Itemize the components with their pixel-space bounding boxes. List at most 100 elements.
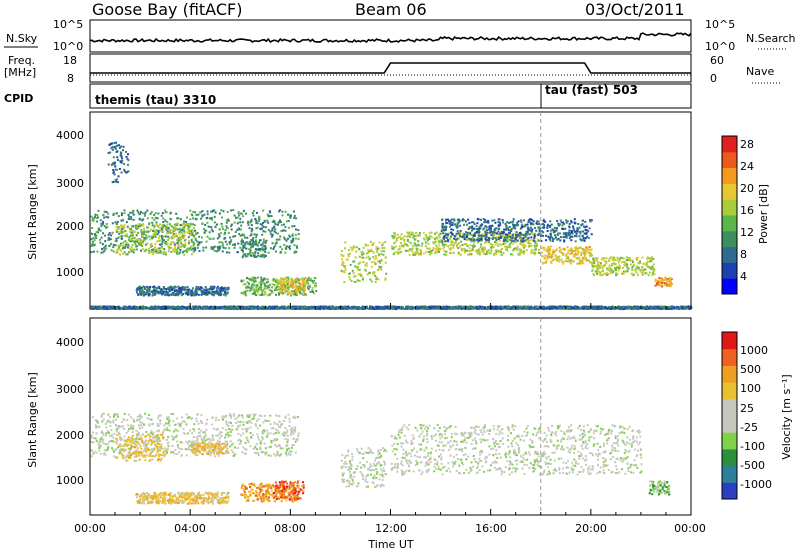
power-data-cell-2-32 [114,145,117,148]
power-data-cell-4-312 [213,292,216,295]
power-data-cell-9-82 [564,227,567,230]
power-data-cell-0-718 [249,234,252,237]
power-data-cell-9-317 [488,227,491,230]
power-data-cell-8-231 [506,247,509,250]
power-data-cell-9-378 [545,239,547,242]
power-data-cell-5-113 [262,281,265,284]
power-data-cell-9-344 [481,223,483,226]
power-data-cell-0-327 [208,237,211,240]
power-data-cell-11-82 [632,265,635,267]
power-data-cell-8-464 [443,253,446,256]
power-data-cell-11-167 [640,268,643,271]
power-data-cell-10-2 [557,258,560,261]
power-data-cell-1-90 [139,244,142,247]
power-data-cell-9-470 [549,239,552,242]
power-data-cell-9-506 [520,225,523,228]
power-data-cell-5-163 [276,283,279,285]
power-data-cell-9-473 [476,218,479,221]
power-data-cell-0-699 [276,223,279,226]
power-data-cell-1-148 [181,223,184,226]
power-data-cell-0-504 [90,243,93,246]
power-data-cell-4-256 [184,288,187,291]
power-data-cell-1-1 [122,230,125,233]
power-data-cell-8-420 [454,241,457,244]
power-data-cell-1-119 [146,236,149,239]
power-data-cell-13-484 [649,305,652,308]
power-data-cell-3-84 [264,254,267,257]
power-data-cell-9-383 [586,235,589,238]
power-data-cell-5-200 [300,289,303,292]
power-data-cell-4-202 [164,287,167,290]
power-data-cell-9-206 [559,236,562,239]
power-data-cell-4-206 [156,291,159,294]
power-data-cell-9-254 [571,232,574,235]
power-data-cell-13-939 [660,305,663,308]
power-data-cell-9-199 [563,239,566,242]
power-data-cell-11-58 [626,270,629,273]
power-data-cell-8-522 [444,232,447,235]
power-data-cell-9-79 [517,224,519,227]
power-data-cell-0-535 [279,209,281,212]
power-data-cell-1-61 [154,249,157,252]
power-data-cell-11-155 [628,258,631,261]
power-data-cell-8-97 [457,247,460,249]
power-data-cell-0-209 [279,219,281,222]
power-data-cell-9-303 [538,228,541,231]
power-data-cell-2-15 [107,152,110,154]
power-data-cell-11-15 [613,257,616,260]
power-data-cell-0-132 [142,232,145,235]
power-data-cell-0-480 [232,209,235,212]
power-data-cell-1-63 [128,247,131,250]
power-data-cell-6-38 [284,290,286,292]
power-data-cell-0-391 [160,243,163,246]
power-data-cell-13-396 [463,305,466,308]
power-data-cell-9-214 [442,232,445,235]
power-data-cell-0-469 [120,212,123,215]
power-data-cell-1-215 [158,226,161,229]
power-data-cell-8-448 [445,243,448,246]
power-data-cell-0-178 [222,243,224,246]
power-data-cell-8-214 [493,252,496,255]
power-data-cell-13-946 [218,305,221,308]
power-data-cell-0-49 [140,211,142,214]
power-data-cell-9-310 [549,220,552,223]
power-data-cell-11-210 [652,267,655,270]
power-data-cell-7-79 [373,257,376,260]
power-data-cell-7-38 [373,271,376,274]
power-data-cell-7-129 [368,257,371,260]
power-data-cell-13-802 [477,308,480,310]
power-data-cell-1-144 [176,238,179,241]
power-data-cell-0-162 [216,245,219,248]
power-data-cell-11-105 [609,267,612,270]
power-data-cell-11-194 [613,263,616,266]
power-data-cell-1-233 [181,236,184,239]
power-data-cell-0-616 [105,247,108,250]
power-data-cell-9-428 [489,224,492,227]
power-data-cell-11-177 [637,266,640,269]
power-data-cell-0-619 [226,210,229,213]
power-data-cell-4-300 [160,288,163,291]
power-data-cell-8-373 [519,241,522,243]
power-data-cell-0-409 [123,212,126,215]
power-data-cell-8-280 [470,249,473,252]
power-data-cell-2-48 [113,142,116,144]
power-data-cell-0-86 [200,241,203,244]
power-data-cell-9-21 [555,236,557,239]
power-data-cell-9-67 [522,237,525,239]
power-data-cell-13-972 [227,306,230,309]
power-data-cell-0-131 [261,233,264,236]
power-data-cell-0-577 [157,229,160,232]
power-data-cell-0-81 [104,244,107,247]
power-data-cell-9-61 [581,234,584,237]
power-data-cell-9-232 [509,235,512,238]
power-data-cell-1-279 [116,226,119,229]
power-data-cell-11-131 [605,257,608,260]
power-data-cell-1-192 [147,226,150,229]
power-data-cell-3-64 [257,244,259,247]
power-data-cell-8-207 [508,243,511,246]
power-data-cell-9-471 [546,224,549,227]
power-data-cell-1-7 [187,242,190,245]
power-data-cell-8-175 [533,248,536,251]
power-data-cell-8-262 [422,232,425,234]
power-data-cell-0-458 [136,240,139,243]
